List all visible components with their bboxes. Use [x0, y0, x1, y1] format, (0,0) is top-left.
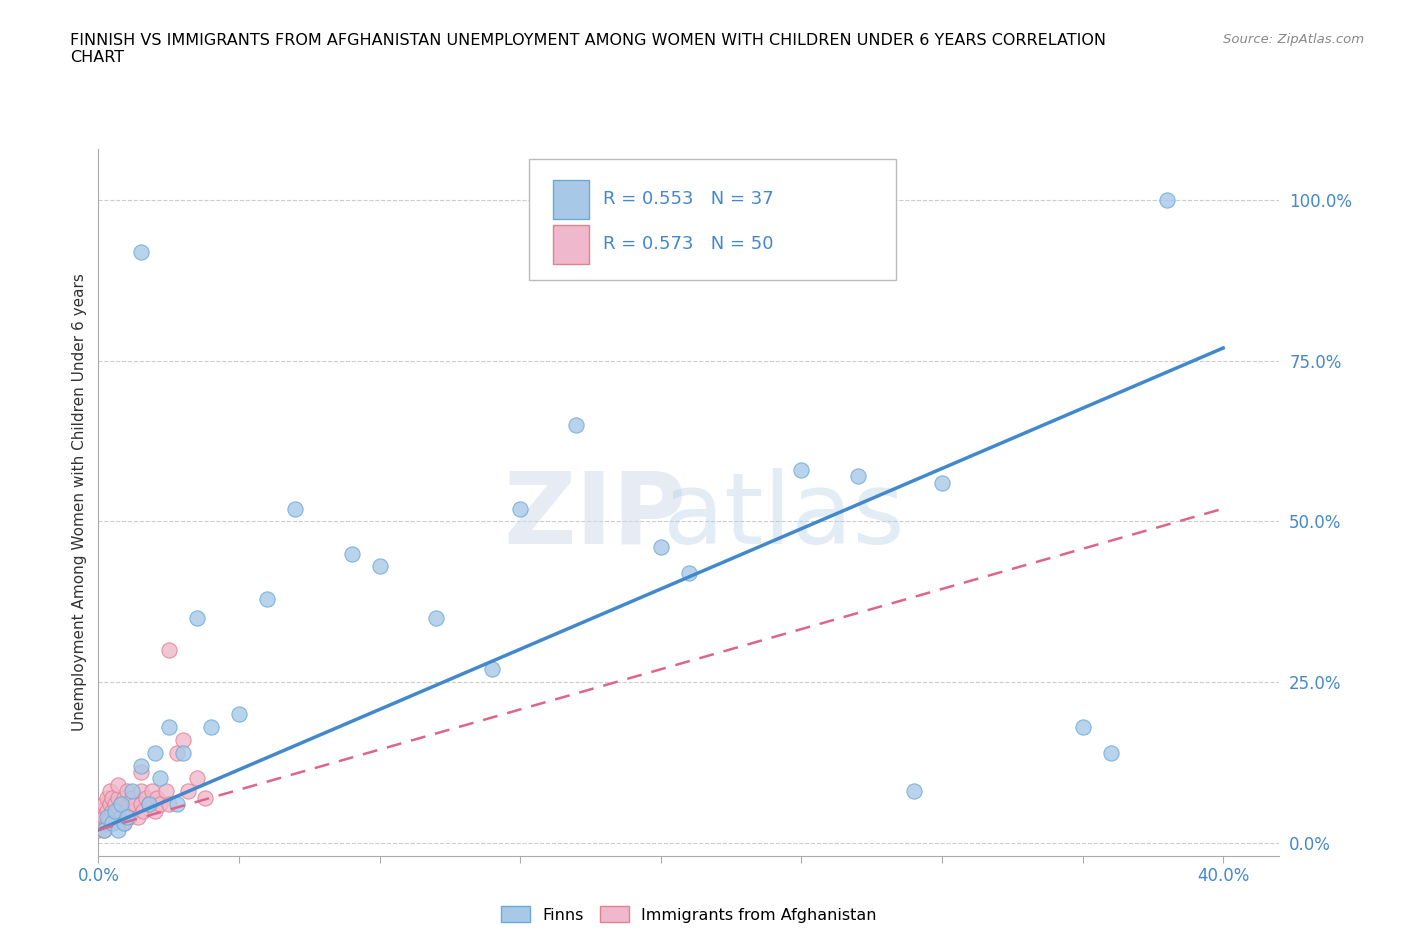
Point	[110, 797, 132, 812]
Point	[368, 559, 391, 574]
Point	[157, 720, 180, 735]
Point	[93, 810, 115, 825]
Point	[98, 797, 121, 812]
Point	[166, 797, 188, 812]
Point	[129, 758, 152, 773]
Point	[166, 745, 188, 760]
Point	[90, 804, 112, 818]
Text: R = 0.573   N = 50: R = 0.573 N = 50	[603, 235, 773, 253]
Point	[101, 790, 124, 805]
Point	[509, 501, 531, 516]
Point	[98, 810, 121, 825]
Point	[650, 539, 672, 554]
Point	[790, 462, 813, 477]
Point	[107, 804, 129, 818]
Bar	[553, 225, 589, 264]
Point	[121, 790, 143, 805]
Text: atlas: atlas	[662, 468, 904, 565]
Point	[138, 797, 160, 812]
Point	[200, 720, 222, 735]
Point	[565, 418, 588, 432]
Point	[177, 784, 200, 799]
Legend: Finns, Immigrants from Afghanistan: Finns, Immigrants from Afghanistan	[495, 899, 883, 929]
Point	[96, 816, 118, 830]
Point	[115, 810, 138, 825]
Point	[96, 810, 118, 825]
Point	[903, 784, 925, 799]
Point	[121, 784, 143, 799]
Point	[96, 790, 118, 805]
Point	[115, 804, 138, 818]
Point	[132, 804, 155, 818]
Point	[186, 771, 208, 786]
Point	[284, 501, 307, 516]
Bar	[553, 179, 589, 219]
Point	[135, 790, 157, 805]
Point	[146, 790, 169, 805]
Point	[112, 790, 135, 805]
Point	[228, 707, 250, 722]
Point	[143, 804, 166, 818]
Point	[157, 643, 180, 658]
Point	[93, 797, 115, 812]
Point	[846, 469, 869, 484]
Point	[101, 816, 124, 830]
Text: R = 0.553   N = 37: R = 0.553 N = 37	[603, 190, 773, 208]
Text: Source: ZipAtlas.com: Source: ZipAtlas.com	[1223, 33, 1364, 46]
Point	[124, 797, 146, 812]
Point	[121, 804, 143, 818]
Point	[157, 797, 180, 812]
Point	[129, 797, 152, 812]
Point	[107, 777, 129, 792]
Point	[101, 804, 124, 818]
Point	[87, 822, 110, 837]
Point	[143, 745, 166, 760]
Point	[110, 810, 132, 825]
Point	[340, 546, 363, 561]
Point	[107, 790, 129, 805]
FancyBboxPatch shape	[530, 159, 896, 280]
Text: ZIP: ZIP	[503, 468, 686, 565]
Point	[172, 733, 194, 748]
Point	[98, 784, 121, 799]
Point	[104, 797, 127, 812]
Point	[172, 745, 194, 760]
Point	[678, 565, 700, 580]
Point	[96, 804, 118, 818]
Y-axis label: Unemployment Among Women with Children Under 6 years: Unemployment Among Women with Children U…	[72, 273, 87, 731]
Point	[481, 662, 503, 677]
Point	[110, 797, 132, 812]
Point	[129, 245, 152, 259]
Point	[112, 816, 135, 830]
Point	[93, 822, 115, 837]
Point	[1156, 193, 1178, 207]
Point	[1071, 720, 1094, 735]
Point	[118, 797, 141, 812]
Point	[129, 784, 152, 799]
Point	[93, 822, 115, 837]
Point	[138, 797, 160, 812]
Point	[104, 804, 127, 818]
Point	[256, 591, 278, 606]
Point	[127, 810, 149, 825]
Point	[194, 790, 217, 805]
Point	[931, 475, 953, 490]
Text: FINNISH VS IMMIGRANTS FROM AFGHANISTAN UNEMPLOYMENT AMONG WOMEN WITH CHILDREN UN: FINNISH VS IMMIGRANTS FROM AFGHANISTAN U…	[70, 33, 1107, 65]
Point	[101, 816, 124, 830]
Point	[107, 822, 129, 837]
Point	[129, 764, 152, 779]
Point	[149, 771, 172, 786]
Point	[118, 810, 141, 825]
Point	[425, 610, 447, 625]
Point	[1099, 745, 1122, 760]
Point	[115, 784, 138, 799]
Point	[90, 816, 112, 830]
Point	[141, 784, 163, 799]
Point	[149, 797, 172, 812]
Point	[104, 810, 127, 825]
Point	[112, 816, 135, 830]
Point	[186, 610, 208, 625]
Point	[155, 784, 177, 799]
